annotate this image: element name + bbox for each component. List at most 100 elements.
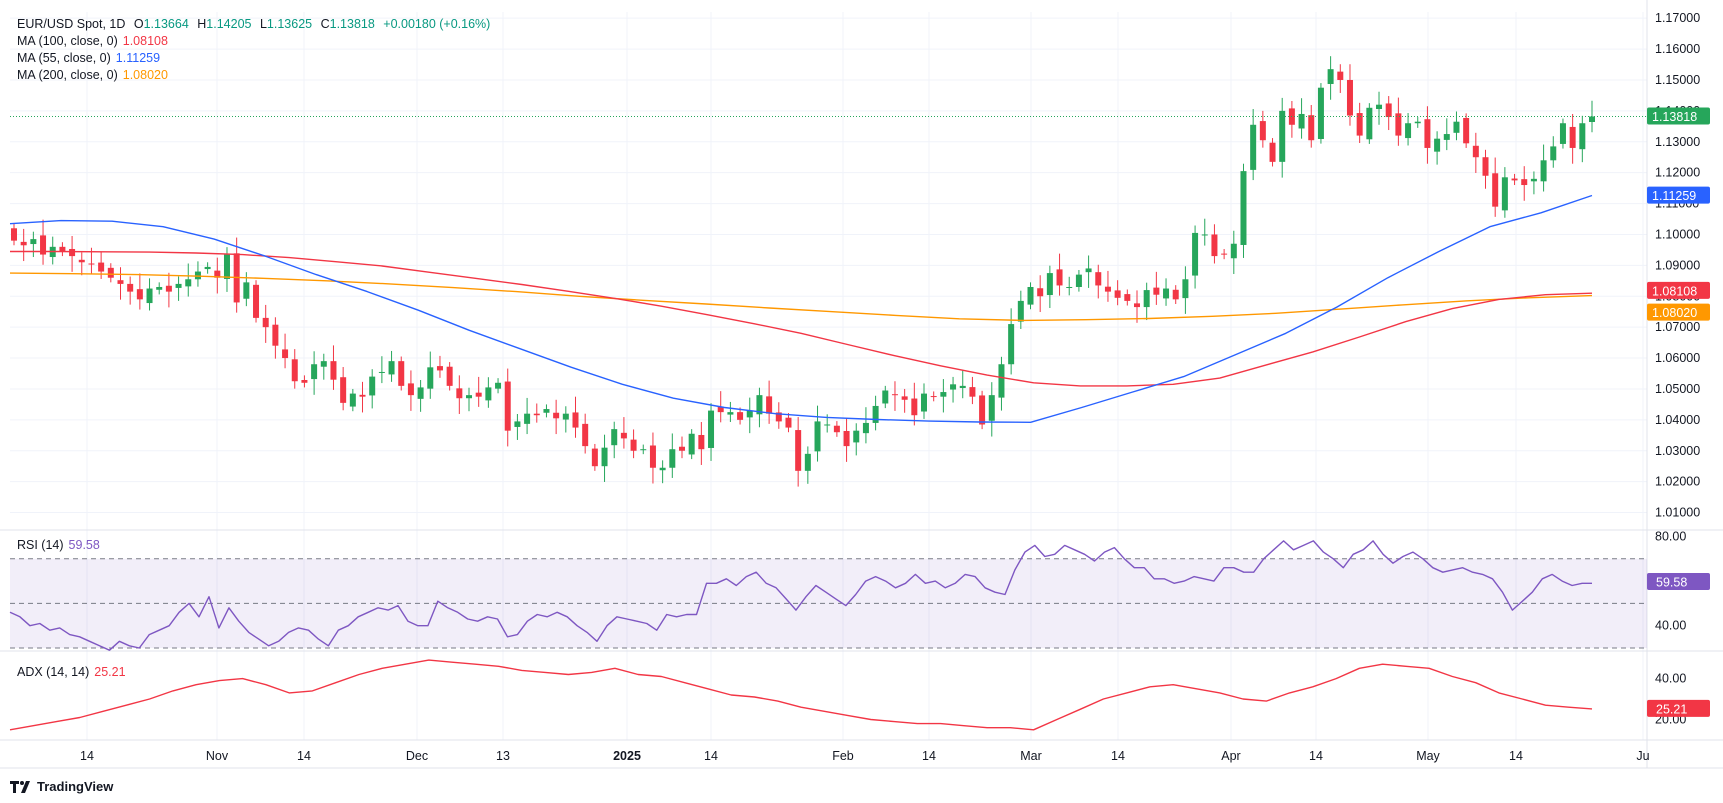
- brand-name: TradingView: [37, 779, 114, 794]
- candle-down: [1569, 126, 1576, 148]
- time-axis-tick-label: Apr: [1221, 749, 1240, 763]
- candle-up: [746, 410, 753, 418]
- time-axis-tick-label: May: [1416, 749, 1440, 763]
- ma200-value: 1.08020: [122, 68, 168, 82]
- price-axis-tick-label: 1.01000: [1655, 506, 1700, 520]
- candle-down: [301, 379, 308, 383]
- candle-up: [1201, 234, 1208, 236]
- candle-up: [514, 421, 521, 427]
- candle-up: [862, 422, 869, 434]
- candle-down: [359, 394, 366, 397]
- candle-up: [708, 410, 715, 448]
- candle-down: [582, 423, 589, 447]
- candle-up: [1046, 273, 1053, 296]
- symbol-legend: EUR/USD Spot, 1D O1.13664 H1.14205 L1.13…: [17, 16, 495, 33]
- price-axis-tick-label: 1.03000: [1655, 444, 1700, 458]
- candle-down: [107, 267, 114, 278]
- price-axis-tick-label: 1.17000: [1655, 11, 1700, 25]
- candle-down: [553, 412, 560, 419]
- candle-up: [311, 364, 318, 380]
- candle-up: [959, 385, 966, 389]
- candle-up: [369, 376, 376, 396]
- candle-up: [243, 282, 250, 299]
- candle-down: [1463, 117, 1470, 144]
- ma55-line: [9, 194, 1593, 423]
- candle-up: [349, 393, 356, 407]
- price-axis-label-box: [1647, 281, 1710, 299]
- rsi-axis-label-box: [1647, 573, 1710, 591]
- candle-up: [156, 286, 163, 290]
- adx-label: ADX (14, 14): [17, 665, 90, 679]
- candle-down: [1153, 287, 1160, 295]
- candle-up: [1317, 87, 1324, 139]
- candle-up: [1279, 110, 1286, 162]
- candle-down: [504, 381, 511, 431]
- candle-down: [1511, 178, 1518, 181]
- candle-up: [1066, 286, 1073, 288]
- high-value: 1.14205: [206, 17, 252, 31]
- candle-down: [136, 289, 143, 300]
- tradingview-brand[interactable]: TradingView: [10, 779, 113, 794]
- ma55-label: MA (55, close, 0): [17, 51, 111, 65]
- candle-up: [543, 409, 550, 413]
- candle-down: [930, 396, 937, 398]
- candle-down: [1095, 272, 1102, 286]
- candle-up: [611, 429, 618, 446]
- candle-down: [833, 425, 840, 433]
- candle-down: [456, 388, 463, 399]
- price-axis-tick-label: 1.16000: [1655, 42, 1700, 56]
- candle-down: [98, 262, 105, 272]
- candle-up: [30, 239, 37, 245]
- price-axis-tick-label: 1.10000: [1655, 227, 1700, 241]
- time-axis-tick-label: Dec: [406, 749, 428, 763]
- candle-up: [175, 283, 182, 288]
- candle-up: [1298, 113, 1305, 129]
- candle-down: [1221, 253, 1228, 255]
- close-label: C: [320, 17, 330, 31]
- candle-up: [950, 384, 957, 390]
- candle-up: [1250, 124, 1257, 170]
- candle-down: [591, 448, 598, 467]
- candle-down: [398, 361, 405, 386]
- candle-down: [436, 366, 443, 371]
- low-value: 1.13625: [266, 17, 313, 31]
- adx-line: [9, 659, 1593, 731]
- price-axis-tick-label: 1.15000: [1655, 73, 1700, 87]
- time-axis-tick-label: Feb: [832, 749, 854, 763]
- candle-down: [901, 396, 908, 400]
- price-axis-label: 1.08108: [1652, 284, 1697, 298]
- candle-down: [1104, 286, 1111, 292]
- rsi-axis-tick-label: 80.00: [1655, 529, 1686, 543]
- time-axis-tick-label: Mar: [1020, 749, 1042, 763]
- candle-down: [1114, 290, 1121, 298]
- rsi-legend: RSI (14) 59.58: [17, 537, 105, 554]
- symbol-name: EUR/USD Spot, 1D: [17, 17, 126, 31]
- candle-up: [1085, 268, 1092, 273]
- candle-up: [1453, 121, 1460, 133]
- candle-down: [253, 284, 260, 318]
- candle-up: [466, 395, 473, 399]
- open-label: O: [133, 17, 144, 31]
- time-axis-tick-label: 14: [922, 749, 936, 763]
- ma200-line: [9, 272, 1593, 322]
- candle-up: [1366, 107, 1373, 140]
- ma55-legend: MA (55, close, 0) 1.11259: [17, 50, 165, 67]
- candle-down: [88, 263, 95, 265]
- candle-up: [1559, 123, 1566, 144]
- candle-down: [1133, 303, 1140, 308]
- candle-down: [1037, 288, 1044, 297]
- candle-down: [262, 317, 269, 328]
- time-axis-tick-label: 14: [1309, 749, 1323, 763]
- rsi-axis-label: 59.58: [1656, 576, 1687, 590]
- candle-down: [127, 283, 134, 292]
- candle-down: [698, 434, 705, 450]
- price-axis-tick-label: 1.12000: [1655, 166, 1700, 180]
- adx-value: 25.21: [94, 665, 126, 679]
- candle-down: [1269, 142, 1276, 162]
- price-axis-tick-label: 1.06000: [1655, 351, 1700, 365]
- candle-down: [1056, 269, 1063, 286]
- candle-down: [40, 235, 47, 255]
- ma100-line: [10, 250, 1593, 387]
- rsi-value: 59.58: [68, 538, 100, 552]
